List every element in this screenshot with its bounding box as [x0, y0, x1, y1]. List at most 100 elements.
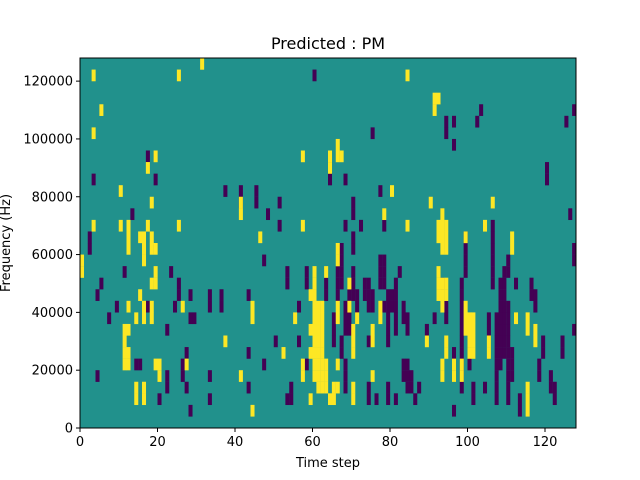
heatmap-cell-low — [331, 335, 336, 348]
heatmap-cell-high — [258, 231, 263, 244]
heatmap-cell-high — [490, 196, 495, 209]
heatmap-cell-high — [316, 381, 321, 394]
heatmap-cell-low — [165, 323, 170, 336]
heatmap-cell-high — [339, 150, 344, 163]
heatmap-cell-low — [459, 347, 464, 359]
heatmap-cell-low — [386, 393, 391, 406]
heatmap-cell-low — [370, 300, 375, 313]
heatmap-cell-low — [366, 335, 371, 348]
heatmap-cell-high — [436, 219, 441, 232]
heatmap-cell-high — [328, 150, 333, 163]
heatmap-cell-high — [467, 323, 472, 336]
heatmap-cell-low — [153, 173, 158, 186]
heatmap-cell-high — [320, 312, 325, 325]
heatmap-cell-high — [91, 219, 96, 232]
heatmap-cell-low — [506, 335, 511, 348]
heatmap-cell-low — [401, 312, 406, 325]
heatmap-cell-low — [362, 277, 367, 290]
heatmap-cell-low — [568, 208, 573, 221]
heatmap-cell-low — [362, 289, 367, 301]
heatmap-cell-low — [506, 358, 511, 371]
heatmap-cell-high — [122, 358, 127, 371]
heatmap-cell-low — [157, 393, 162, 406]
x-tick-label: 0 — [76, 435, 84, 450]
heatmap-cell-low — [366, 381, 371, 394]
heatmap-cell-high — [436, 92, 441, 105]
heatmap-cell-low — [393, 393, 398, 406]
heatmap-cell-high — [99, 104, 104, 116]
heatmap-cell-high — [463, 312, 468, 325]
heatmap-cell-low — [502, 300, 507, 313]
heatmap-cell-high — [312, 289, 317, 301]
heatmap-cell-low — [444, 127, 449, 140]
heatmap-cell-low — [506, 312, 511, 325]
heatmap-cell-low — [366, 300, 371, 313]
heatmap-cell-high — [335, 381, 340, 394]
heatmap-cell-low — [347, 323, 352, 336]
heatmap-cell-low — [347, 312, 352, 325]
heatmap-cell-high — [316, 347, 321, 359]
heatmap-cell-low — [184, 381, 189, 394]
heatmap-cell-low — [339, 347, 344, 359]
heatmap-cell-high — [471, 347, 476, 359]
heatmap-cell-low — [351, 266, 356, 278]
heatmap-cell-low — [432, 312, 437, 325]
heatmap-cell-high — [142, 381, 147, 394]
heatmap-cell-low — [382, 277, 387, 290]
y-tick-label: 40000 — [32, 306, 73, 321]
heatmap-cell-low — [324, 289, 329, 301]
heatmap-cell-low — [219, 289, 224, 301]
heatmap-cell-high — [91, 69, 96, 82]
heatmap-cell-high — [370, 370, 375, 382]
heatmap-cell-low — [483, 381, 488, 394]
heatmap-cell-low — [285, 393, 290, 406]
heatmap-cell-low — [254, 185, 259, 197]
heatmap-cell-low — [452, 115, 457, 128]
heatmap-cell-low — [405, 312, 410, 325]
heatmap-cell-high — [118, 185, 123, 197]
heatmap-cell-low — [359, 219, 364, 232]
heatmap-cell-high — [320, 381, 325, 394]
heatmap-cell-low — [95, 289, 100, 301]
heatmap-cell-high — [122, 347, 127, 359]
heatmap-cell-low — [219, 300, 224, 313]
heatmap-cell-low — [502, 323, 507, 336]
heatmap-cell-low — [533, 289, 538, 301]
heatmap-cell-high — [452, 370, 457, 382]
heatmap-cell-high — [533, 335, 538, 348]
heatmap-cell-high — [510, 243, 515, 255]
heatmap-cell-low — [494, 358, 499, 371]
heatmap-cell-high — [424, 335, 429, 348]
heatmap-cell-low — [494, 347, 499, 359]
heatmap-cell-low — [386, 300, 391, 313]
heatmap-cell-high — [157, 358, 162, 371]
heatmap-cell-high — [459, 358, 464, 371]
heatmap-cell-low — [537, 358, 542, 371]
heatmap-cell-high — [320, 300, 325, 313]
y-tick-label: 0 — [65, 422, 73, 437]
heatmap-cell-high — [436, 289, 441, 301]
heatmap-cell-high — [405, 219, 410, 232]
heatmap-cell-low — [370, 289, 375, 301]
heatmap-cell-low — [405, 323, 410, 336]
heatmap-cell-low — [382, 219, 387, 232]
heatmap-cell-low — [490, 277, 495, 290]
heatmap-cell-low — [207, 289, 212, 301]
heatmap-cell-high — [335, 254, 340, 267]
heatmap-cell-high — [312, 300, 317, 313]
y-axis: 0 20000 40000 60000 80000 100000 120000 — [23, 75, 80, 437]
heatmap-cell-high — [432, 104, 437, 116]
heatmap-cell-low — [223, 185, 228, 197]
heatmap-cell-low — [386, 312, 391, 325]
heatmap-cell-high — [308, 323, 313, 336]
x-tick-label: 40 — [227, 435, 244, 450]
heatmap-cell-low — [498, 300, 503, 313]
heatmap-cell-low — [366, 289, 371, 301]
heatmap-cell-low — [192, 312, 197, 325]
heatmap-cell-low — [246, 381, 251, 394]
heatmap-cell-high — [324, 381, 329, 394]
heatmap-cell-high — [126, 300, 131, 313]
heatmap-cell-low — [339, 266, 344, 278]
heatmap-cell-low — [351, 289, 356, 301]
heatmap-cell-low — [382, 266, 387, 278]
